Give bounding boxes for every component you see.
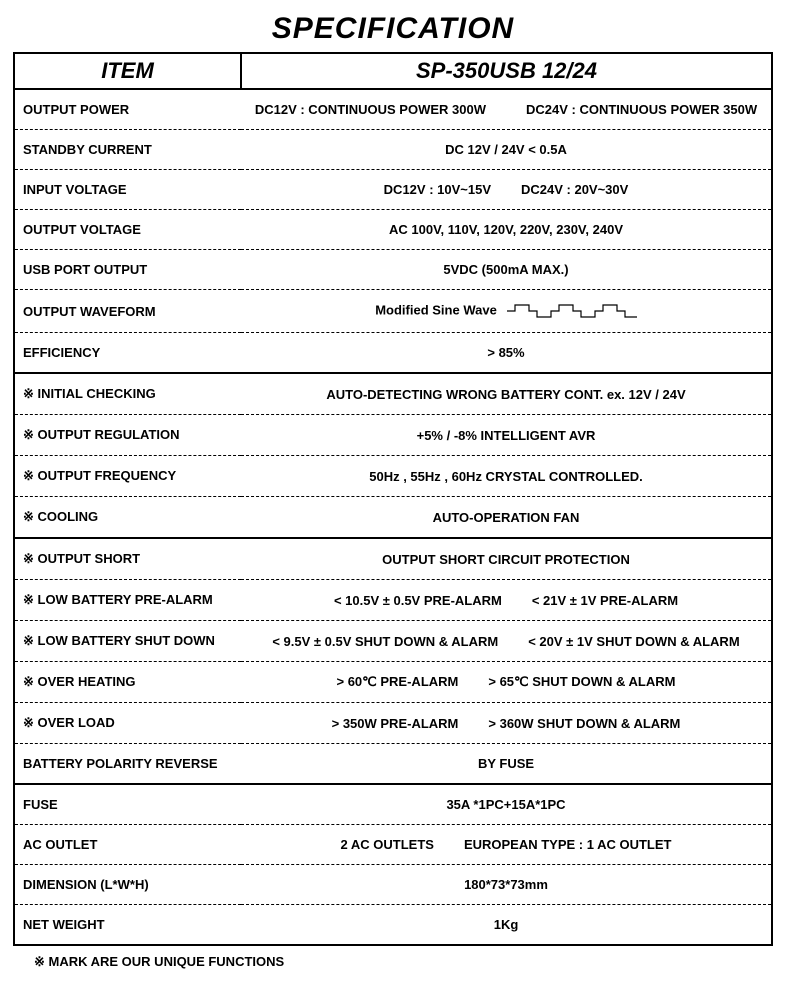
item-cell: ※ OUTPUT FREQUENCY (14, 456, 241, 497)
item-cell: ※ COOLING (14, 497, 241, 539)
value-cell: BY FUSE (241, 744, 772, 785)
value-text-a: DC12V : CONTINUOUS POWER 300W (255, 102, 486, 117)
value-cell: < 9.5V ± 0.5V SHUT DOWN & ALARM < 20V ± 1… (241, 621, 772, 662)
header-model: SP-350USB 12/24 (241, 53, 772, 89)
table-row: EFFICIENCY> 85% (14, 333, 772, 374)
item-cell: BATTERY POLARITY REVERSE (14, 744, 241, 785)
value-text: Modified Sine Wave (375, 302, 497, 317)
value-cell: 180*73*73mm (241, 865, 772, 905)
table-row: ※ OUTPUT FREQUENCY50Hz , 55Hz , 60Hz CRY… (14, 456, 772, 497)
table-row: ※ INITIAL CHECKINGAUTO-DETECTING WRONG B… (14, 373, 772, 415)
value-cell: 5VDC (500mA MAX.) (241, 250, 772, 290)
table-row: ※ LOW BATTERY SHUT DOWN< 9.5V ± 0.5V SHU… (14, 621, 772, 662)
table-row: ※ OVER HEATING > 60℃ PRE-ALARM > 65℃ SHUT … (14, 662, 772, 703)
item-cell: STANDBY CURRENT (14, 130, 241, 170)
table-row: AC OUTLET 2 AC OUTLETS EUROPEAN TYPE : 1 A… (14, 825, 772, 865)
table-row: ※ LOW BATTERY PRE-ALARM< 10.5V ± 0.5V PR… (14, 580, 772, 621)
item-cell: ※ OVER LOAD (14, 703, 241, 744)
item-cell: ※ OUTPUT REGULATION (14, 415, 241, 456)
value-cell: > 85% (241, 333, 772, 374)
item-cell: NET WEIGHT (14, 905, 241, 946)
table-row: ※ OUTPUT REGULATION+5% / -8% INTELLIGENT… (14, 415, 772, 456)
value-text-b: < 21V ± 1V PRE-ALARM (532, 593, 678, 608)
value-cell: Modified Sine Wave (241, 290, 772, 333)
value-cell: 50Hz , 55Hz , 60Hz CRYSTAL CONTROLLED. (241, 456, 772, 497)
table-header-row: ITEM SP-350USB 12/24 (14, 53, 772, 89)
header-item: ITEM (14, 53, 241, 89)
item-cell: ※ LOW BATTERY SHUT DOWN (14, 621, 241, 662)
value-cell: < 10.5V ± 0.5V PRE-ALARM < 21V ± 1V PRE-A… (241, 580, 772, 621)
value-text-a: DC12V : 10V~15V (384, 182, 491, 197)
item-cell: ※ OUTPUT SHORT (14, 538, 241, 580)
table-row: USB PORT OUTPUT5VDC (500mA MAX.) (14, 250, 772, 290)
table-row: NET WEIGHT1Kg (14, 905, 772, 946)
value-text-a: 2 AC OUTLETS (341, 837, 434, 852)
value-text-b: DC24V : 20V~30V (521, 182, 628, 197)
table-row: BATTERY POLARITY REVERSEBY FUSE (14, 744, 772, 785)
item-cell: ※ INITIAL CHECKING (14, 373, 241, 415)
value-cell: AUTO-DETECTING WRONG BATTERY CONT. ex. 1… (241, 373, 772, 415)
value-cell: DC12V : CONTINUOUS POWER 300W DC24V : CON… (241, 89, 772, 130)
footnote: ※ MARK ARE OUR UNIQUE FUNCTIONS (12, 954, 774, 970)
value-cell: AC 100V, 110V, 120V, 220V, 230V, 240V (241, 210, 772, 250)
value-cell: > 60℃ PRE-ALARM > 65℃ SHUT DOWN & ALARM (241, 662, 772, 703)
value-text-b: DC24V : CONTINUOUS POWER 350W (526, 102, 757, 117)
value-text-b: > 65℃ SHUT DOWN & ALARM (488, 674, 675, 689)
item-cell: ※ OVER HEATING (14, 662, 241, 703)
table-row: OUTPUT VOLTAGEAC 100V, 110V, 120V, 220V,… (14, 210, 772, 250)
value-text-a: > 60℃ PRE-ALARM (337, 674, 459, 689)
table-row: INPUT VOLTAGE DC12V : 10V~15V DC24V : 20V~… (14, 170, 772, 210)
table-row: FUSE35A *1PC+15A*1PC (14, 784, 772, 825)
value-text-b: > 360W SHUT DOWN & ALARM (488, 716, 680, 731)
value-cell: > 350W PRE-ALARM > 360W SHUT DOWN & ALARM (241, 703, 772, 744)
table-row: STANDBY CURRENTDC 12V / 24V < 0.5A (14, 130, 772, 170)
value-cell: 35A *1PC+15A*1PC (241, 784, 772, 825)
value-cell: DC 12V / 24V < 0.5A (241, 130, 772, 170)
value-text-b: < 20V ± 1V SHUT DOWN & ALARM (528, 634, 739, 649)
table-row: OUTPUT WAVEFORM Modified Sine Wave (14, 290, 772, 333)
value-cell: 1Kg (241, 905, 772, 946)
item-cell: FUSE (14, 784, 241, 825)
table-row: ※ OUTPUT SHORTOUTPUT SHORT CIRCUIT PROTE… (14, 538, 772, 580)
item-cell: AC OUTLET (14, 825, 241, 865)
item-cell: INPUT VOLTAGE (14, 170, 241, 210)
value-cell: AUTO-OPERATION FAN (241, 497, 772, 539)
value-cell: +5% / -8% INTELLIGENT AVR (241, 415, 772, 456)
value-cell: DC12V : 10V~15V DC24V : 20V~30V (241, 170, 772, 210)
item-cell: OUTPUT VOLTAGE (14, 210, 241, 250)
table-body: OUTPUT POWERDC12V : CONTINUOUS POWER 300… (14, 89, 772, 945)
spec-table: ITEM SP-350USB 12/24 OUTPUT POWERDC12V :… (13, 52, 773, 946)
table-row: ※ OVER LOAD > 350W PRE-ALARM > 360W SHUT D… (14, 703, 772, 744)
table-row: DIMENSION (L*W*H)180*73*73mm (14, 865, 772, 905)
value-cell: 2 AC OUTLETS EUROPEAN TYPE : 1 AC OUTLET (241, 825, 772, 865)
waveform-icon (507, 302, 637, 320)
value-cell: OUTPUT SHORT CIRCUIT PROTECTION (241, 538, 772, 580)
value-text-a: < 9.5V ± 0.5V SHUT DOWN & ALARM (272, 634, 498, 649)
page-title: SPECIFICATION (12, 12, 774, 46)
table-row: OUTPUT POWERDC12V : CONTINUOUS POWER 300… (14, 89, 772, 130)
item-cell: OUTPUT WAVEFORM (14, 290, 241, 333)
item-cell: OUTPUT POWER (14, 89, 241, 130)
value-text-b: EUROPEAN TYPE : 1 AC OUTLET (464, 837, 672, 852)
item-cell: EFFICIENCY (14, 333, 241, 374)
item-cell: ※ LOW BATTERY PRE-ALARM (14, 580, 241, 621)
table-row: ※ COOLINGAUTO-OPERATION FAN (14, 497, 772, 539)
item-cell: DIMENSION (L*W*H) (14, 865, 241, 905)
value-text-a: > 350W PRE-ALARM (332, 716, 459, 731)
item-cell: USB PORT OUTPUT (14, 250, 241, 290)
value-text-a: < 10.5V ± 0.5V PRE-ALARM (334, 593, 502, 608)
